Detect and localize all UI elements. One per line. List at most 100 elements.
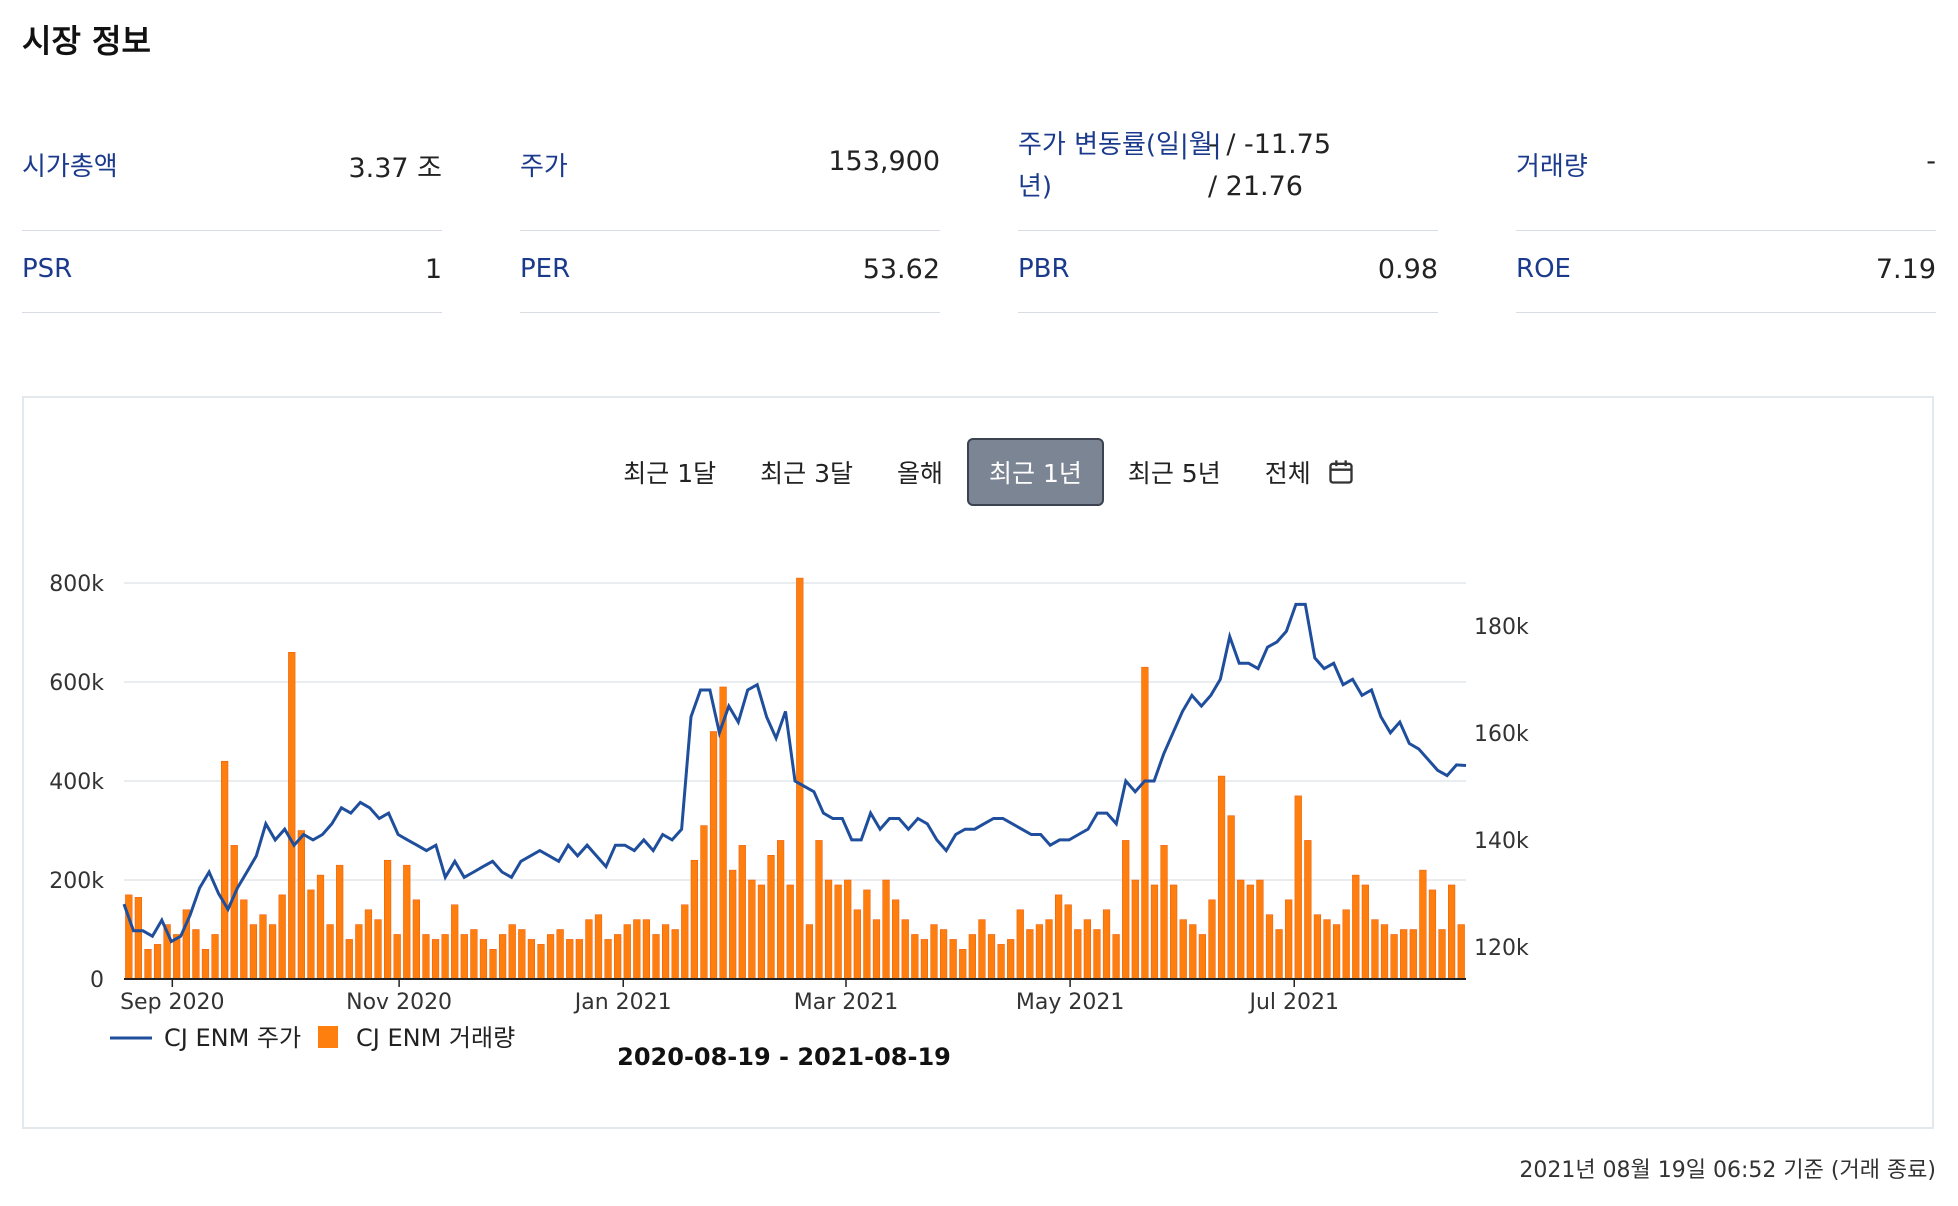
tab-3-months[interactable]: 최근 3달 <box>760 459 853 488</box>
volume-bar <box>1217 775 1226 980</box>
tab-all[interactable]: 전체 <box>1264 459 1311 488</box>
volume-bar <box>1102 909 1111 980</box>
chart-panel: 최근 1달 최근 3달 올해 최근 1년 최근 5년 전체 0 200k 400k 6… <box>22 396 1934 1129</box>
volume-bar <box>240 899 248 980</box>
x-tick-label: Sep 2020 <box>120 990 224 1015</box>
volume-bar <box>1237 879 1245 980</box>
volume-bar <box>920 939 929 980</box>
volume-bar <box>911 934 919 980</box>
volume-bar <box>987 934 996 980</box>
volume-bar <box>403 864 411 980</box>
volume-bar <box>1285 899 1293 980</box>
metric-value: - <box>1926 146 1936 177</box>
volume-bar <box>508 924 516 980</box>
volume-bar <box>690 859 698 980</box>
volume-bar <box>594 914 603 980</box>
volume-bar <box>1083 919 1091 980</box>
x-tick-label: May 2021 <box>1016 990 1124 1015</box>
volume-bar <box>681 904 689 980</box>
volume-bar <box>1045 919 1053 980</box>
volume-bar <box>642 919 651 980</box>
volume-bar <box>777 840 785 980</box>
metric-value: 3.37 조 <box>348 153 442 184</box>
volume-bar <box>1122 840 1130 980</box>
volume-bar <box>700 825 708 980</box>
right-tick-label: 140k <box>1474 829 1529 854</box>
volume-bar <box>1265 914 1274 980</box>
tab-5-years[interactable]: 최근 5년 <box>1127 459 1221 488</box>
tab-1-month[interactable]: 최근 1달 <box>623 459 717 488</box>
volume-bar <box>1352 874 1360 980</box>
volume-bar <box>326 924 334 980</box>
volume-bar <box>546 934 555 980</box>
volume-bar <box>1342 909 1350 980</box>
volume-bar <box>834 884 842 980</box>
legend-bar-swatch <box>318 1026 338 1048</box>
metric-psr: PSR 1 <box>22 230 442 313</box>
right-tick-label: 160k <box>1474 722 1529 747</box>
volume-bar <box>441 934 449 980</box>
volume-bar <box>527 939 535 980</box>
volume-bar <box>489 949 497 980</box>
metric-market-cap: 시가총액 3.37 조 <box>22 120 442 231</box>
x-tick-label: Nov 2020 <box>346 990 452 1015</box>
volume-bar <box>1055 894 1063 980</box>
volume-bar <box>211 934 219 980</box>
volume-bar <box>1313 914 1322 980</box>
volume-bar <box>661 924 670 980</box>
right-tick-label: 120k <box>1474 936 1529 961</box>
volume-bar <box>412 899 420 980</box>
metric-value: 0.98 <box>1377 254 1438 285</box>
volume-bar <box>1189 924 1197 980</box>
volume-bar <box>1409 929 1417 980</box>
volume-bar <box>1035 924 1044 980</box>
volume-bar <box>805 924 813 980</box>
price-volume-chart[interactable]: 0 200k 400k 600k 800k 120k 140k 160k 180k Sep 2… <box>24 398 1932 1127</box>
legend-price-label: CJ ENM 주가 <box>164 1024 301 1052</box>
volume-bar <box>556 929 564 980</box>
tab-this-year[interactable]: 올해 <box>896 459 943 488</box>
volume-bar <box>460 934 468 980</box>
metric-volume: 거래량 - <box>1516 120 1936 231</box>
page-title: 시장 정보 <box>22 22 151 60</box>
metric-pbr: PBR 0.98 <box>1018 230 1438 313</box>
volume-bar <box>278 894 286 980</box>
volume-bar <box>709 731 718 980</box>
volume-bar <box>930 924 938 980</box>
volume-bar <box>1332 924 1341 980</box>
calendar-icon[interactable] <box>1327 458 1355 486</box>
volume-bar <box>268 924 277 980</box>
volume-bar <box>863 889 871 980</box>
volume-bar <box>297 830 305 980</box>
volume-bar <box>796 577 804 980</box>
left-tick-label: 800k <box>49 572 104 597</box>
left-tick-label: 400k <box>49 770 104 795</box>
volume-bar <box>1380 924 1389 980</box>
volume-bar <box>1400 929 1408 980</box>
volume-bar <box>1141 666 1149 980</box>
metric-per: PER 53.62 <box>520 230 940 313</box>
volume-bar <box>767 855 775 980</box>
volume-bar <box>738 845 746 980</box>
right-axis-ticks: 120k 140k 160k 180k <box>1474 615 1529 961</box>
volume-bar <box>575 939 583 980</box>
volume-bar <box>1294 795 1302 980</box>
range-tabs: 최근 1달 최근 3달 올해 최근 1년 최근 5년 전체 <box>24 438 1932 506</box>
legend: CJ ENM 주가 CJ ENM 거래량 <box>110 1024 515 1052</box>
x-tick-label: Mar 2021 <box>794 990 899 1015</box>
volume-bar <box>614 934 622 980</box>
volume-bar <box>1275 929 1283 980</box>
metric-label: PBR <box>1018 254 1070 284</box>
tab-1-year[interactable]: 최근 1년 <box>967 438 1104 506</box>
volume-bar <box>1419 869 1427 980</box>
volume-bar <box>824 879 833 980</box>
volume-bar <box>1428 889 1437 980</box>
left-axis-ticks: 0 200k 400k 600k 800k <box>49 572 104 993</box>
volume-bar <box>939 929 948 980</box>
volume-bar <box>288 652 296 980</box>
volume-bar <box>1208 899 1216 980</box>
volume-bar <box>882 879 890 980</box>
volume-bar <box>499 934 507 980</box>
metric-value: - / -11.75 / 21.76 <box>1208 129 1332 202</box>
volume-bar <box>1246 884 1254 980</box>
